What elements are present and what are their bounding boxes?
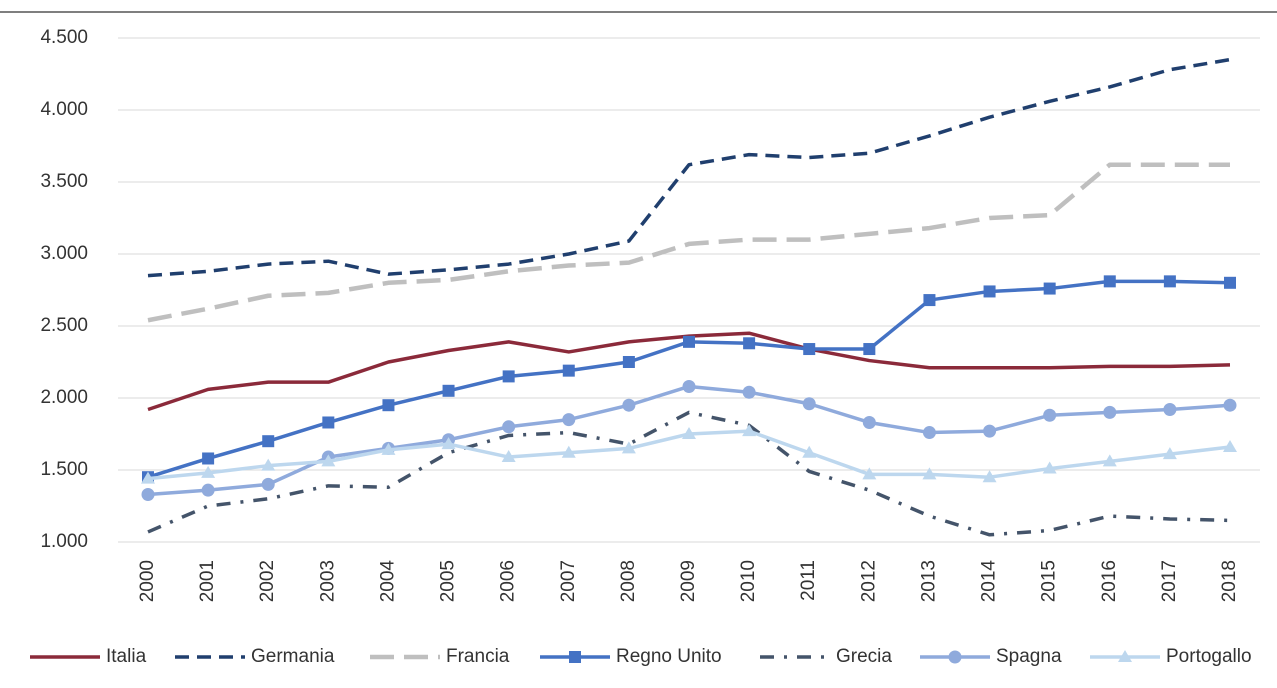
legend-label: Spagna (996, 646, 1062, 667)
legend-label: Italia (106, 646, 147, 667)
marker (202, 452, 215, 465)
legend-label: Regno Unito (616, 646, 722, 667)
marker (862, 467, 877, 480)
marker (1162, 447, 1177, 460)
marker (501, 450, 516, 463)
series-line (147, 384, 1231, 497)
marker (562, 364, 575, 377)
marker (561, 445, 576, 458)
x-tick-label: 2018 (1219, 560, 1240, 602)
y-tick-label: 4.000 (40, 99, 88, 120)
legend-label: Francia (446, 646, 510, 667)
marker (141, 471, 155, 484)
marker (803, 343, 816, 356)
marker (862, 415, 876, 429)
x-tick-label: 2016 (1099, 560, 1120, 602)
marker (322, 416, 335, 429)
x-tick-label: 2015 (1039, 560, 1060, 602)
x-tick-label: 2014 (979, 560, 1000, 603)
marker (1103, 275, 1116, 288)
marker (1103, 405, 1117, 419)
y-tick-label: 3.000 (40, 243, 88, 264)
x-tick-label: 2006 (498, 560, 519, 602)
marker (682, 427, 696, 439)
marker (1224, 276, 1236, 289)
marker (742, 385, 756, 399)
marker (562, 413, 576, 427)
marker (1043, 408, 1057, 422)
marker (262, 435, 275, 448)
marker (923, 294, 936, 307)
series-line (147, 279, 1231, 479)
marker (381, 442, 396, 455)
marker (621, 441, 636, 454)
y-tick-label: 4.500 (40, 27, 88, 48)
series-line (147, 410, 1231, 537)
marker (141, 487, 155, 501)
x-tick-label: 2017 (1159, 560, 1180, 602)
marker (1043, 282, 1056, 295)
series-line (147, 162, 1230, 323)
marker (983, 285, 996, 298)
marker (261, 458, 276, 471)
marker (441, 437, 456, 450)
marker (742, 424, 757, 437)
x-tick-label: 2007 (558, 560, 579, 602)
x-tick-label: 2002 (257, 560, 278, 602)
marker (982, 470, 997, 483)
marker (922, 426, 936, 440)
legend-marker (1118, 650, 1132, 662)
series-line (147, 57, 1231, 278)
marker (261, 477, 275, 491)
x-tick-label: 2011 (798, 560, 819, 601)
y-tick-label: 2.500 (40, 315, 88, 336)
x-tick-label: 2008 (618, 560, 639, 602)
marker (1042, 461, 1057, 474)
marker (1223, 398, 1237, 412)
x-tick-label: 2012 (858, 560, 879, 602)
marker (201, 465, 216, 478)
marker (983, 424, 997, 438)
marker (502, 370, 515, 383)
legend-marker (948, 650, 962, 664)
legend-label: Portogallo (1166, 646, 1252, 667)
marker (802, 445, 817, 458)
marker (442, 384, 455, 397)
x-tick-label: 2000 (137, 560, 158, 602)
marker (683, 335, 695, 348)
marker (1223, 439, 1237, 452)
y-tick-label: 3.500 (40, 171, 88, 192)
y-tick-label: 1.000 (40, 531, 88, 552)
marker (1102, 454, 1117, 467)
marker (1163, 403, 1177, 417)
marker (502, 420, 516, 434)
x-tick-label: 2013 (918, 560, 939, 602)
marker (382, 399, 395, 412)
x-tick-label: 2009 (678, 560, 699, 602)
legend-label: Germania (251, 646, 335, 667)
marker (802, 397, 816, 411)
marker (321, 454, 336, 467)
marker (743, 337, 756, 350)
x-tick-label: 2010 (738, 560, 759, 602)
marker (622, 398, 636, 412)
x-tick-label: 2004 (377, 560, 398, 603)
marker (682, 379, 696, 393)
marker (622, 356, 635, 368)
marker (863, 343, 876, 356)
x-tick-label: 2005 (438, 560, 459, 602)
marker (922, 467, 937, 480)
y-tick-label: 1.500 (40, 459, 88, 480)
x-tick-label: 2003 (317, 560, 338, 602)
marker (201, 483, 215, 497)
x-tick-label: 2001 (197, 560, 218, 602)
y-tick-label: 2.000 (40, 387, 88, 408)
legend-marker (569, 651, 581, 663)
marker (1163, 275, 1176, 288)
legend-label: Grecia (836, 646, 892, 667)
